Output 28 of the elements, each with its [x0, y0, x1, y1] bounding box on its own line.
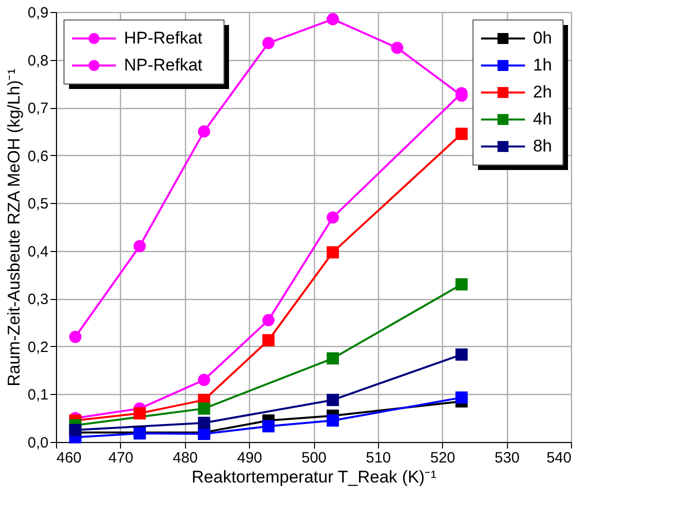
legend-label: NP-Refkat — [124, 56, 203, 74]
y-tick-label: 0,7 — [28, 100, 48, 118]
x-axis-title: Reaktortemperatur T_Reak (K)⁻¹ — [192, 468, 437, 486]
y-tick-label: 0,9 — [28, 4, 48, 22]
y-axis-title: Raum-Zeit-Ausbeute RZA MeOH (kg/Lh)⁻¹ — [4, 68, 24, 386]
y-tick-label: 0,4 — [28, 243, 48, 260]
x-tick-label: 520 — [430, 450, 456, 466]
x-tick-label: 510 — [366, 450, 391, 466]
legend-label: 1h — [533, 56, 552, 74]
y-tick-label: 0,5 — [28, 196, 48, 213]
legend-label: HP-Refkat — [124, 28, 203, 48]
x-tick-label: 490 — [237, 450, 262, 466]
legend-label: 0h — [533, 28, 552, 48]
y-tick-label: 0,3 — [28, 291, 48, 308]
y-tick-label: 0,1 — [28, 386, 48, 404]
y-tick-label: 0,8 — [28, 52, 48, 70]
x-tick-label: 540 — [546, 450, 572, 466]
x-tick-label: 500 — [301, 450, 327, 466]
x-tick-label: 470 — [108, 450, 134, 466]
y-tick-label: 0,0 — [28, 434, 48, 452]
legend-label: 4h — [533, 110, 552, 128]
y-tick-label: 0,2 — [28, 338, 48, 356]
x-tick-label: 480 — [172, 450, 198, 466]
x-tick-label: 460 — [56, 450, 82, 466]
y-tick-label: 0,6 — [28, 148, 48, 165]
x-tick-label: 530 — [494, 450, 520, 466]
legend-label: 8h — [533, 136, 552, 156]
legend-label: 2h — [533, 82, 552, 102]
